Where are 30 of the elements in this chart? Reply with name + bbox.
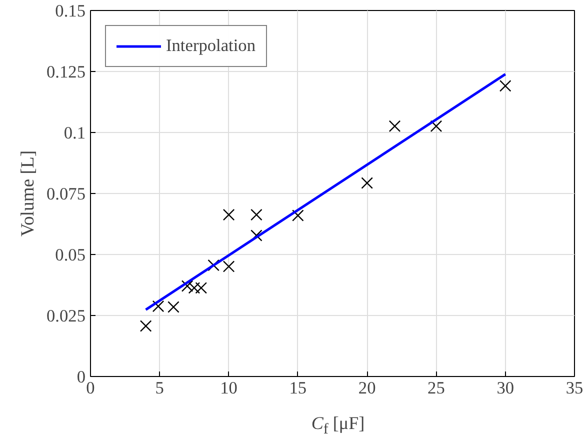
- point: [388, 120, 401, 132]
- point: [208, 259, 220, 272]
- y-axis-title: Volume [L]: [18, 150, 39, 237]
- point: [222, 260, 235, 272]
- point: [430, 120, 442, 132]
- x-tick-label: 20: [358, 378, 376, 398]
- point: [499, 80, 512, 92]
- y-tick-label: 0.1: [64, 124, 86, 142]
- y-tick-label: 0.15: [55, 2, 86, 20]
- point: [181, 280, 194, 292]
- point: [361, 177, 373, 189]
- x-tick-label: 30: [496, 378, 514, 398]
- y-tick-label: 0.125: [46, 62, 86, 82]
- point: [188, 282, 200, 294]
- x-tick-label: 25: [428, 378, 445, 398]
- point: [195, 282, 208, 294]
- legend-label: Interpolation: [166, 36, 256, 56]
- point: [222, 208, 235, 221]
- point: [250, 208, 262, 221]
- y-tick-label: 0.075: [46, 184, 86, 204]
- y-tick-label: 0.05: [55, 246, 86, 264]
- x-tick-label: 35: [566, 378, 584, 398]
- point: [168, 301, 180, 313]
- x-axis-title: C$_{f}$ [μF]: [311, 412, 365, 440]
- x-tick-label: 5: [155, 378, 164, 398]
- x-tick-label: 15: [289, 378, 307, 398]
- point: [140, 320, 152, 332]
- point: [152, 300, 164, 312]
- y-tick-label: 0.025: [46, 306, 86, 326]
- x-tick-label: 10: [220, 378, 238, 398]
